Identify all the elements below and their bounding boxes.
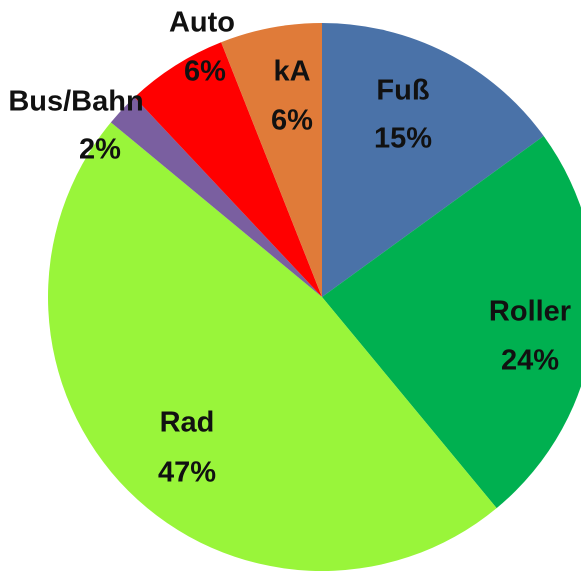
slice-label: kA (273, 56, 310, 88)
slice-label: Auto (169, 7, 235, 39)
pie-slice (48, 122, 497, 571)
pie-slice (221, 23, 322, 297)
slice-value-label: 6% (184, 56, 226, 88)
slice-label: Rad (160, 407, 215, 439)
slice-label: Bus/Bahn (8, 86, 143, 118)
slice-value-label: 47% (158, 457, 216, 489)
pie-slice (110, 97, 323, 297)
slice-value-label: 15% (374, 123, 432, 155)
pie-slice (134, 42, 322, 297)
slice-value-label: 24% (501, 345, 559, 377)
pie-slice (322, 135, 581, 509)
slice-value-label: 2% (79, 134, 121, 166)
slice-label: Roller (489, 296, 571, 328)
slice-label: Fuß (376, 75, 429, 107)
slice-value-label: 6% (271, 105, 313, 137)
pie-slice (322, 23, 544, 297)
